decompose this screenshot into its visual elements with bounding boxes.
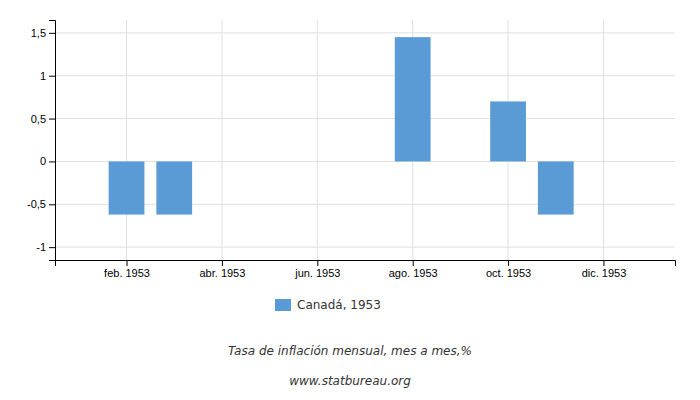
y-tick: 0,5 [31,113,55,125]
legend: Canadá, 1953 [275,298,381,312]
y-tick-label: -1 [36,241,46,253]
y-tick-mark [49,33,55,34]
bars [109,37,574,214]
x-axis: feb. 1953 abr. 1953 jun. 1953 ago. 1953 oct.… [56,260,676,279]
x-tick-mark [603,260,604,266]
bar [490,101,526,161]
y-tick-mark [49,204,55,205]
x-grid-line [317,20,318,260]
x-tick: oct. 1953 [486,260,531,279]
x-tick-label: ago. 1953 [389,267,438,279]
y-grid-line [55,32,675,33]
x-tick-mark [127,260,128,266]
bar [538,161,574,214]
y-grid-line [55,118,675,119]
subtitle: Tasa de inflación mensual, mes a mes,% [228,344,472,358]
y-grid-line [55,247,675,248]
y-tick-mark [49,247,55,248]
bar [109,161,145,214]
x-tick: ago. 1953 [389,260,438,279]
y-tick-label: 0,5 [31,113,46,125]
x-grid-line [603,20,604,260]
y-axis-line [49,21,56,261]
y-tick: 1 [40,70,55,82]
y-tick: 1,5 [31,27,55,39]
y-grid-line [55,75,675,76]
x-tick-label: jun. 1953 [294,267,340,279]
y-axis: -1 -0,5 0 0,5 1 1,5 [27,21,55,261]
bar [395,37,431,161]
y-tick-label: 1,5 [31,27,46,39]
legend-item: Canadá, 1953 [275,298,381,312]
x-tick: dic. 1953 [582,260,627,279]
x-tick-label: abr. 1953 [199,267,245,279]
y-tick-mark [49,161,55,162]
legend-swatch [275,299,291,311]
y-tick: -0,5 [27,198,55,210]
x-tick-label: feb. 1953 [104,267,150,279]
x-tick-label: dic. 1953 [582,267,627,279]
grid [55,20,675,260]
x-grid-line [221,20,222,260]
x-tick-mark [508,260,509,266]
y-grid-line [55,204,675,205]
y-tick-label: 0 [40,155,46,167]
x-tick-mark [413,260,414,266]
bar [156,161,192,214]
x-tick-label: oct. 1953 [486,267,531,279]
annotation: www.statbureau.org [289,374,411,388]
x-grid-line [126,20,127,260]
y-tick-mark [49,119,55,120]
x-tick-mark [222,260,223,266]
x-tick-mark [317,260,318,266]
x-tick: abr. 1953 [199,260,245,279]
y-grid-line [55,161,675,162]
y-tick: -1 [36,241,55,253]
y-tick-label: 1 [40,70,46,82]
x-tick: feb. 1953 [104,260,150,279]
x-tick: jun. 1953 [294,260,340,279]
y-tick-mark [49,76,55,77]
y-tick: 0 [40,155,55,167]
chart: feb. 1953 abr. 1953 jun. 1953 ago. 1953 oct.… [0,0,700,400]
x-axis-line [56,261,676,267]
plot: feb. 1953 abr. 1953 jun. 1953 ago. 1953 oct.… [27,20,675,279]
legend-label: Canadá, 1953 [297,298,381,312]
y-tick-label: -0,5 [27,198,46,210]
